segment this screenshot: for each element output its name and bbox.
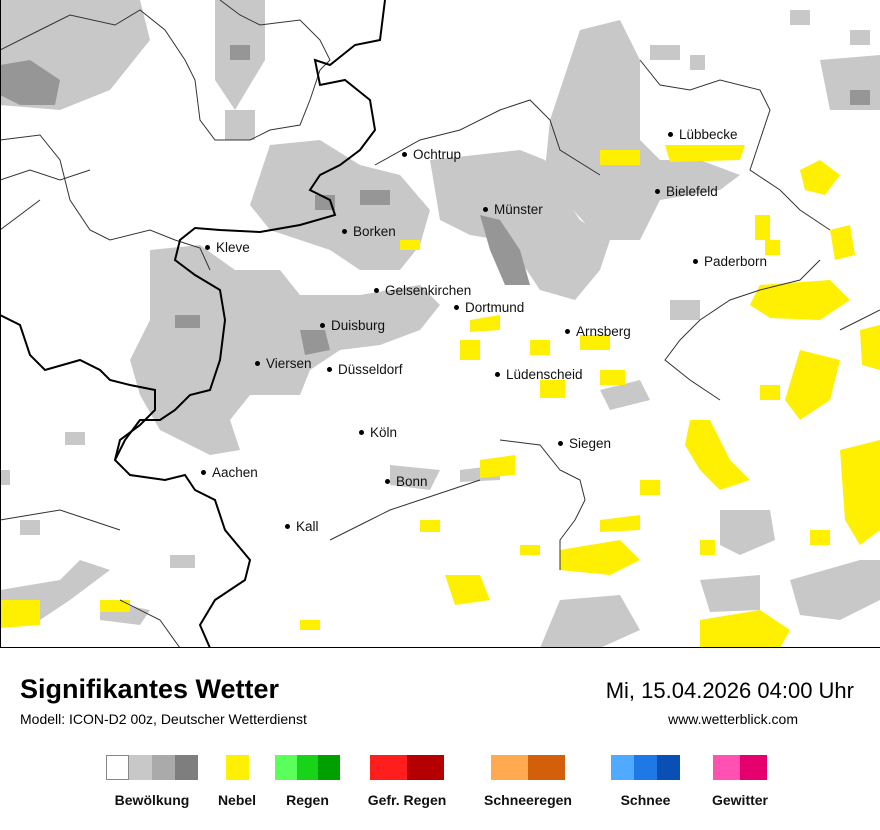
city-aachen: Aachen	[201, 466, 258, 480]
city-marker-icon	[668, 131, 673, 137]
city-marker-icon	[255, 360, 260, 366]
city-marker-icon	[374, 287, 379, 293]
city-siegen: Siegen	[558, 437, 611, 451]
cloud-layer-light	[0, 0, 880, 647]
legend-swatches	[608, 755, 683, 780]
legend-regen: Regen	[275, 755, 341, 808]
city-marker-icon	[205, 244, 210, 250]
city-marker-icon	[495, 371, 500, 377]
map-layers	[0, 0, 880, 647]
fog-layer	[0, 145, 880, 647]
legend-swatch	[407, 755, 444, 780]
legend-label: Schnee	[620, 792, 671, 808]
city-marker-icon	[558, 440, 563, 446]
website-link[interactable]: www.wetterblick.com	[668, 711, 798, 727]
legend-gefr-regen: Gefr. Regen	[352, 755, 462, 808]
legend-nebel: Nebel	[207, 755, 267, 808]
legend-swatches	[695, 755, 785, 780]
legend-label: Regen	[286, 792, 329, 808]
city-luedenscheid: Lüdenscheid	[495, 368, 583, 382]
legend-label: Nebel	[217, 792, 257, 808]
legend-label: Gefr. Regen	[367, 792, 447, 808]
city-viersen: Viersen	[255, 357, 312, 371]
city-luebbecke: Lübbecke	[668, 128, 738, 142]
legend-swatches	[468, 755, 588, 780]
weather-map: Lübbecke Ochtrup Bielefeld Münster Kleve…	[0, 0, 880, 648]
city-marker-icon	[342, 228, 347, 234]
city-arnsberg: Arnsberg	[565, 325, 631, 339]
cloud-layer-dark	[0, 45, 870, 355]
legend-swatch	[296, 755, 319, 780]
city-bielefeld: Bielefeld	[655, 185, 718, 199]
model-source: Modell: ICON-D2 00z, Deutscher Wetterdie…	[20, 711, 307, 727]
city-marker-icon	[655, 188, 660, 194]
legend-swatch	[491, 755, 528, 780]
legend-swatch	[713, 755, 740, 780]
city-duisburg: Duisburg	[320, 319, 385, 333]
city-marker-icon	[565, 328, 570, 334]
city-koeln: Köln	[359, 426, 397, 440]
district-borders	[0, 0, 880, 647]
legend-swatch	[152, 755, 175, 780]
legend-swatch	[528, 755, 565, 780]
legend-swatch	[175, 755, 198, 780]
city-marker-icon	[327, 366, 332, 372]
legend-label: Bewölkung	[114, 792, 190, 808]
city-kleve: Kleve	[205, 241, 250, 255]
national-borders	[0, 0, 386, 647]
legend-schnee: Schnee	[608, 755, 683, 808]
city-marker-icon	[454, 304, 459, 310]
legend-swatch	[370, 755, 407, 780]
legend-swatch	[611, 755, 634, 780]
legend-swatch	[634, 755, 657, 780]
city-paderborn: Paderborn	[693, 255, 767, 269]
legend-label: Schneeregen	[484, 792, 572, 808]
legend-swatch	[106, 755, 129, 780]
map-title: Signifikantes Wetter	[20, 674, 280, 704]
city-marker-icon	[385, 478, 390, 484]
city-dortmund: Dortmund	[454, 301, 524, 315]
legend-swatch	[225, 755, 249, 780]
legend-swatches	[97, 755, 207, 780]
legend-swatches	[352, 755, 462, 780]
legend-swatch	[275, 755, 297, 780]
city-marker-icon	[483, 206, 488, 212]
legend-swatch	[129, 755, 152, 780]
legend-schneeregen: Schneeregen	[468, 755, 588, 808]
city-marker-icon	[359, 429, 364, 435]
city-marker-icon	[320, 322, 325, 328]
city-borken: Borken	[342, 225, 396, 239]
legend-swatches	[207, 755, 267, 780]
city-ochtrup: Ochtrup	[402, 148, 461, 162]
city-kall: Kall	[285, 520, 319, 534]
forecast-datetime: Mi, 15.04.2026 04:00 Uhr	[605, 678, 854, 703]
legend-label: Gewitter	[711, 792, 768, 808]
city-muenster: Münster	[483, 203, 543, 217]
city-bonn: Bonn	[385, 475, 428, 489]
city-marker-icon	[693, 258, 698, 264]
legend-gewitter: Gewitter	[695, 755, 785, 808]
legend-bewoelkung: Bewölkung	[97, 755, 207, 808]
city-marker-icon	[285, 523, 290, 529]
city-gelsenkirchen: Gelsenkirchen	[374, 284, 471, 298]
legend-swatch	[657, 755, 680, 780]
city-duesseldorf: Düsseldorf	[327, 363, 403, 377]
legend-swatches	[275, 755, 341, 780]
legend-swatch	[740, 755, 767, 780]
legend-swatch	[318, 755, 341, 780]
city-marker-icon	[201, 469, 206, 475]
city-marker-icon	[402, 151, 407, 157]
